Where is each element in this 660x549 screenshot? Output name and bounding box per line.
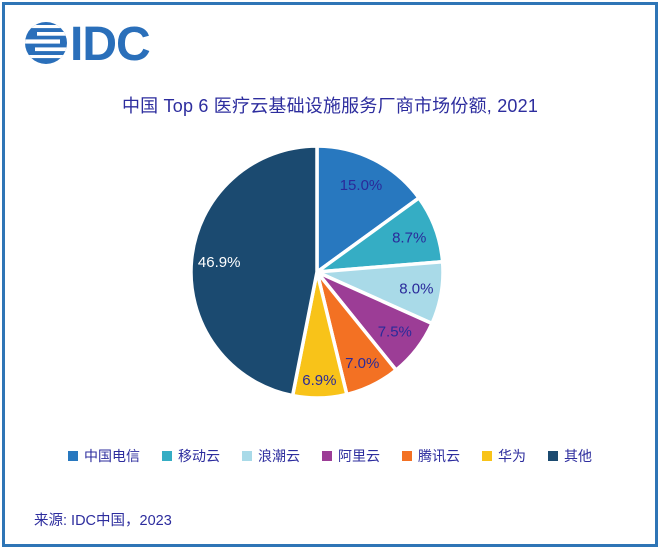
legend-item-6: 其他: [548, 446, 592, 466]
legend-item-3: 阿里云: [322, 446, 380, 466]
pie-value-label-4: 7.0%: [345, 355, 379, 372]
legend-marker-icon: [162, 451, 172, 461]
legend-marker-icon: [242, 451, 252, 461]
legend-label: 阿里云: [338, 448, 380, 464]
pie-value-label-6: 46.9%: [198, 254, 241, 271]
pie-chart: 15.0% 8.7% 8.0% 7.5% 7.0% 6.9% 46.9%: [187, 142, 447, 402]
legend-label: 其他: [564, 448, 592, 464]
legend-label: 浪潮云: [258, 448, 300, 464]
legend-marker-icon: [68, 451, 78, 461]
legend-item-4: 腾讯云: [402, 446, 460, 466]
pie-value-label-5: 6.9%: [302, 372, 336, 389]
idc-globe-icon: [25, 22, 67, 64]
legend-label: 华为: [498, 448, 526, 464]
legend-marker-icon: [322, 451, 332, 461]
pie-slice-0: [315, 144, 421, 274]
pie-value-label-1: 8.7%: [392, 229, 426, 246]
legend-item-5: 华为: [482, 446, 526, 466]
legend-label: 腾讯云: [418, 448, 460, 464]
legend-item-0: 中国电信: [68, 446, 140, 466]
legend-item-2: 浪潮云: [242, 446, 300, 466]
pie-value-label-2: 8.0%: [399, 281, 433, 298]
legend-marker-icon: [402, 451, 412, 461]
legend-marker-icon: [482, 451, 492, 461]
pie-value-label-0: 15.0%: [340, 177, 383, 194]
idc-logo: IDC: [25, 18, 151, 70]
pie-value-label-3: 7.5%: [378, 324, 412, 341]
legend-item-1: 移动云: [162, 446, 220, 466]
source-note: 来源: IDC中国，2023: [34, 513, 172, 529]
idc-logo-text: IDC: [70, 18, 150, 70]
legend: 中国电信 移动云 浪潮云 阿里云 腾讯云 华为 其他: [0, 446, 660, 466]
pie-slice-6: [189, 144, 319, 398]
legend-label: 移动云: [178, 448, 220, 464]
legend-label: 中国电信: [84, 448, 140, 464]
legend-marker-icon: [548, 451, 558, 461]
chart-title: 中国 Top 6 医疗云基础设施服务厂商市场份额, 2021: [121, 96, 539, 116]
